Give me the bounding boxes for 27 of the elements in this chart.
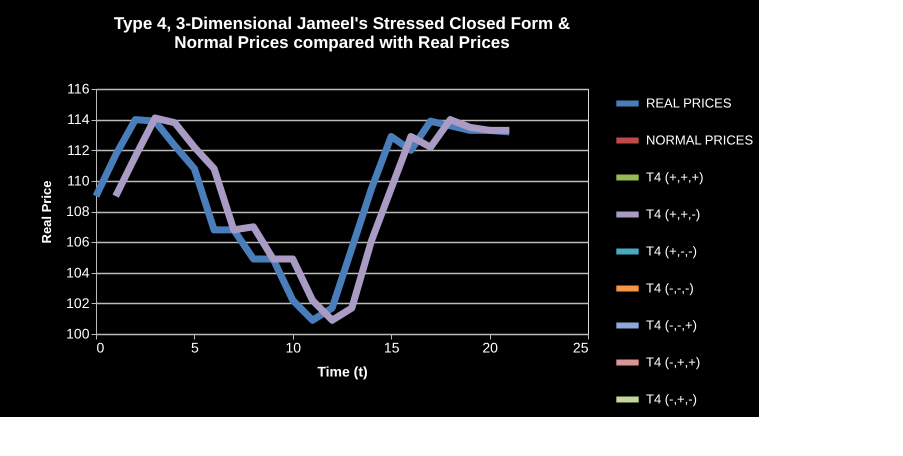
legend-label: T4 (+,+,+) xyxy=(646,170,704,184)
x-tick-label: 0 xyxy=(96,340,104,356)
x-axis-title: Time (t) xyxy=(317,364,368,380)
y-tick-label: 116 xyxy=(67,80,90,96)
legend-label: NORMAL PRICES xyxy=(646,132,754,148)
x-tick-label: 15 xyxy=(384,340,400,356)
y-tick-label: 100 xyxy=(66,326,90,342)
chart-title: Type 4, 3-Dimensional Jameel's Stressed Closed Form & Normal Prices compared with Real Prices xyxy=(114,14,570,52)
y-tick-label: 110 xyxy=(67,172,90,188)
legend-label: T4 (-,+,-) xyxy=(646,392,697,406)
y-tick-label: 108 xyxy=(66,203,90,219)
legend-label: T4 (-,+,+) xyxy=(646,354,700,370)
x-tick-label: 25 xyxy=(572,340,589,356)
y-tick-label: 102 xyxy=(66,294,90,311)
y-tick-label: 104 xyxy=(66,264,90,280)
y-tick-label: 114 xyxy=(67,111,90,128)
legend-label: REAL PRICES xyxy=(646,96,732,110)
legend-label: T4 (-,-,+) xyxy=(646,318,697,332)
y-tick-label: 106 xyxy=(66,234,90,250)
y-axis-title: Real Price xyxy=(39,180,54,244)
x-tick-label: 10 xyxy=(286,340,302,356)
x-tick-label: 20 xyxy=(482,340,498,356)
legend-label: T4 (+,+,-) xyxy=(646,206,700,222)
x-tick-label: 5 xyxy=(191,340,199,356)
legend-label: T4 (-,-,-) xyxy=(646,280,694,296)
y-tick-label: 112 xyxy=(67,142,90,158)
legend-label: T4 (+,-,-) xyxy=(646,244,697,258)
